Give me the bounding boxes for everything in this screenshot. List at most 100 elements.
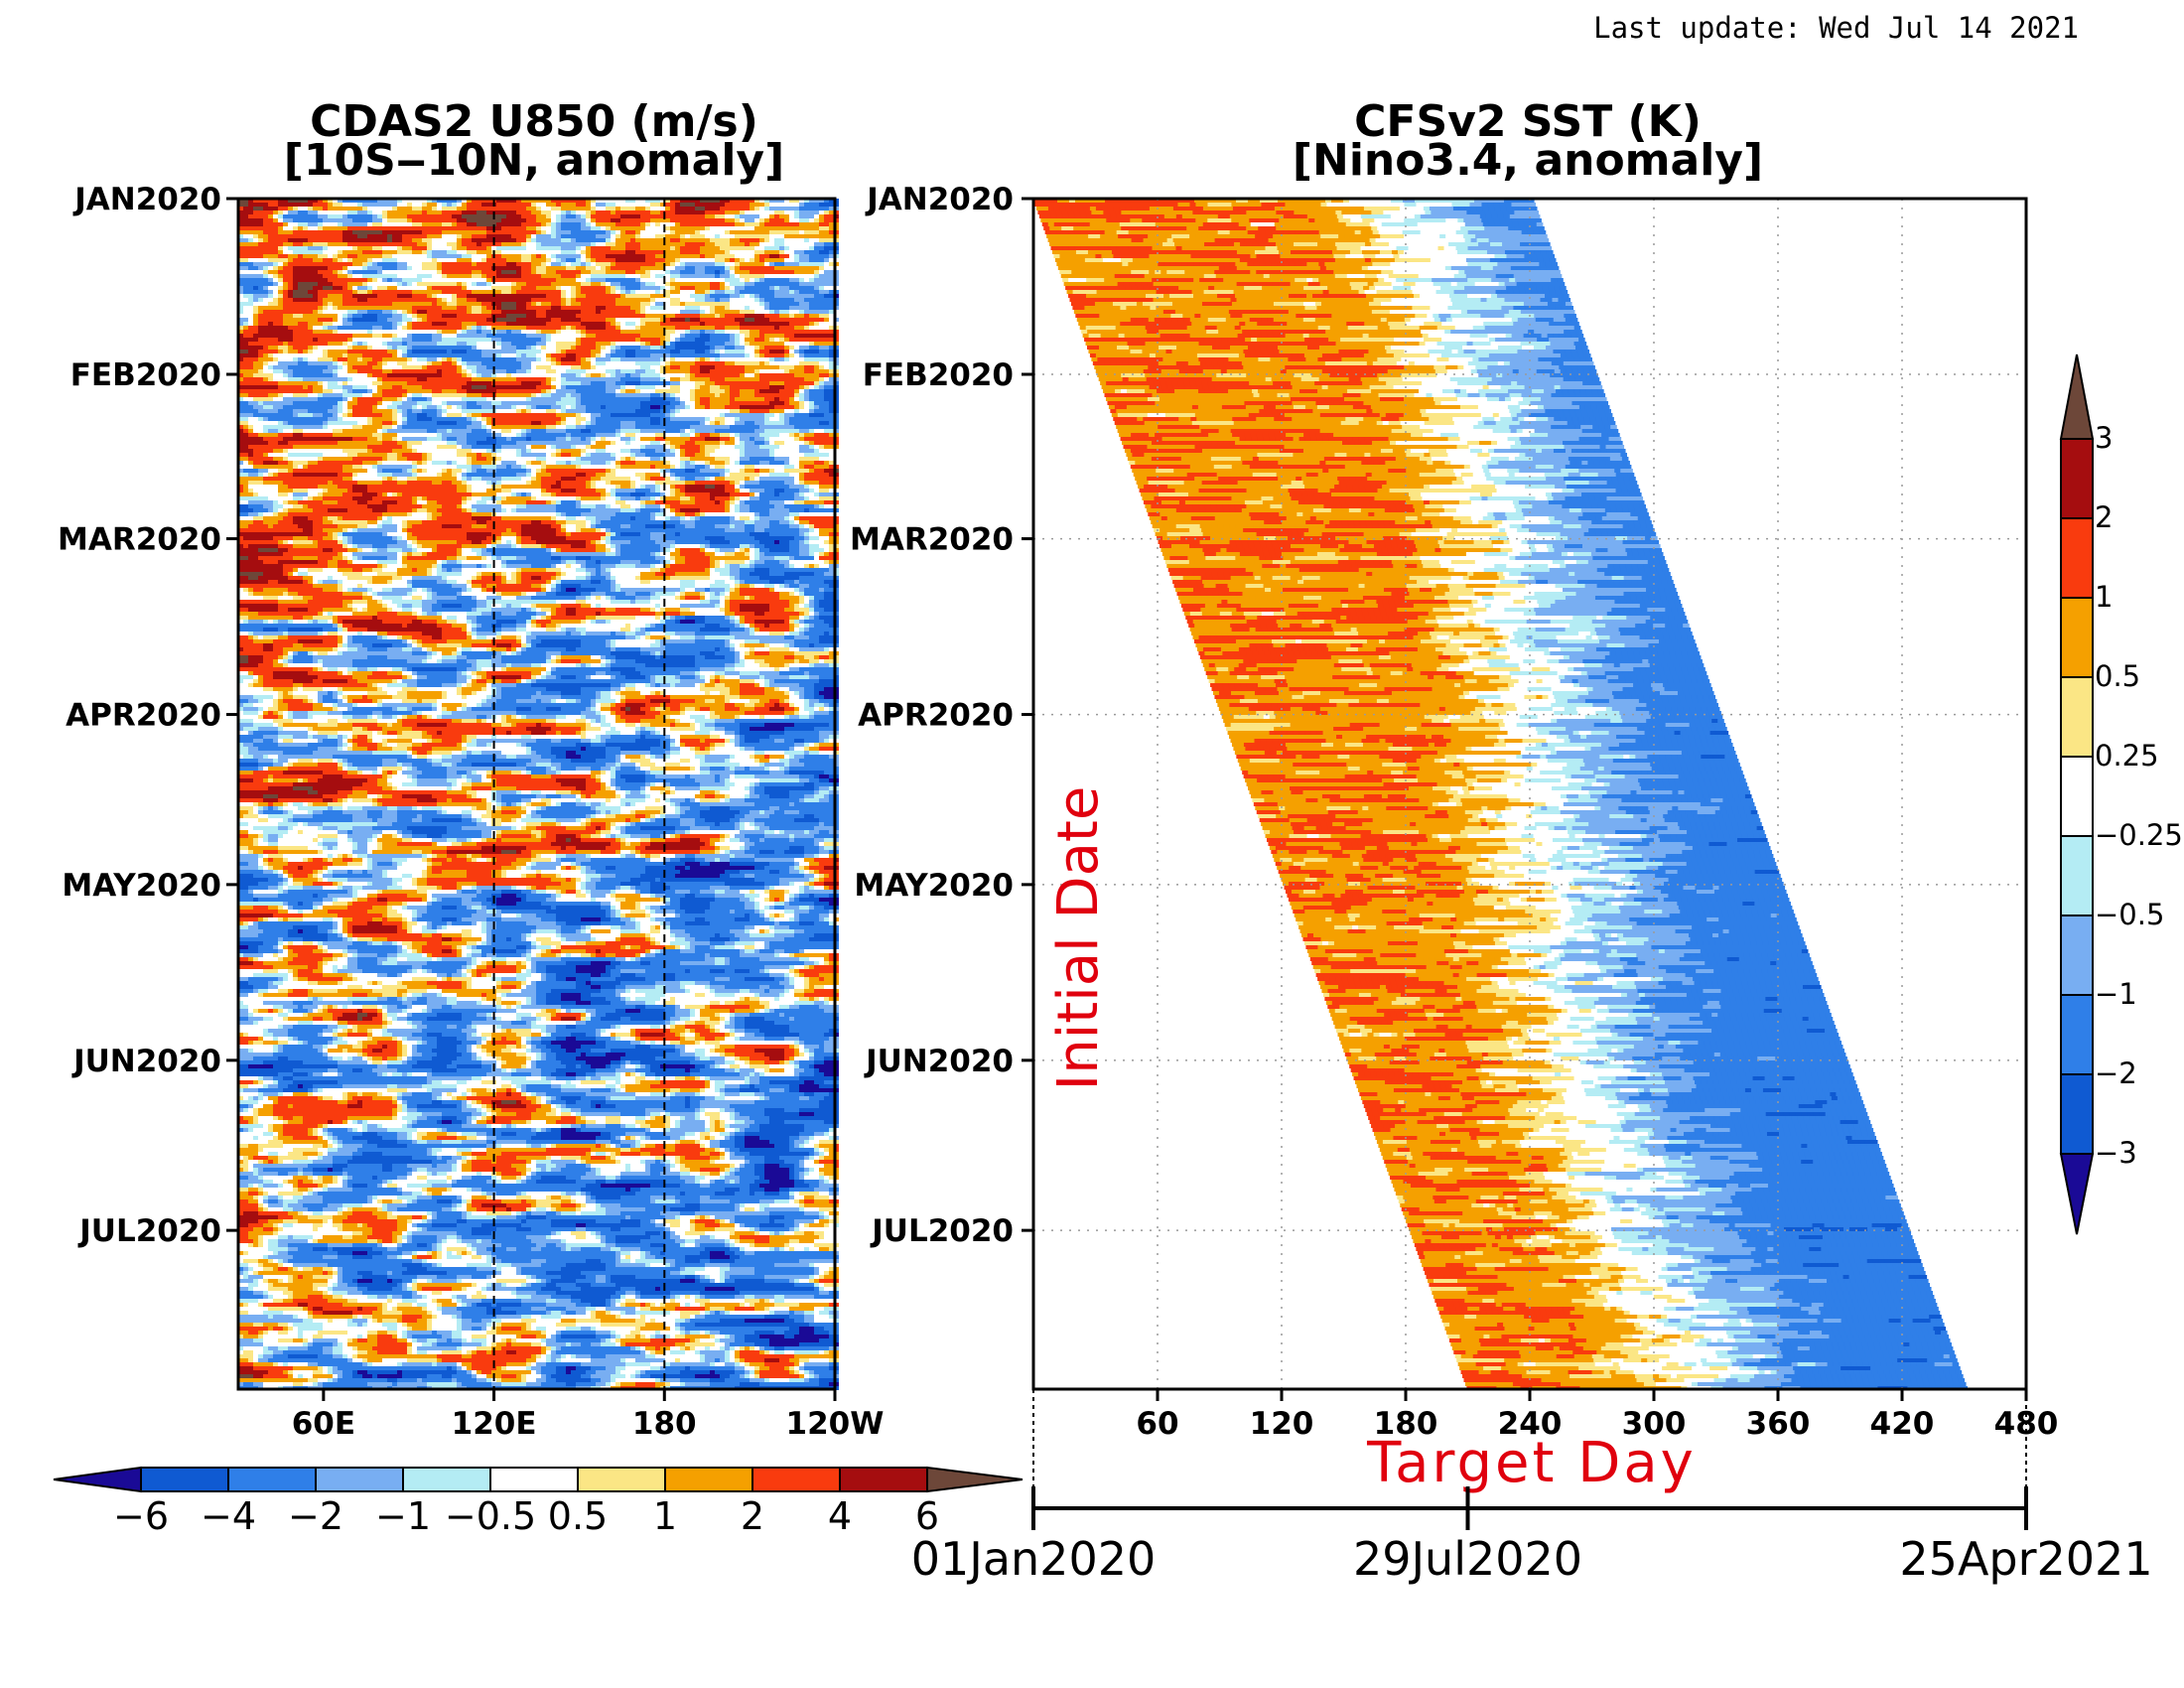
u850-cell <box>789 218 794 222</box>
u850-cell <box>750 238 754 242</box>
u850-cell <box>745 207 750 211</box>
u850-cell <box>556 214 561 218</box>
u850-cell <box>407 214 412 218</box>
u850-cell <box>680 250 685 254</box>
u850-cell <box>799 214 804 218</box>
u850-cell <box>268 250 273 254</box>
u850-cell <box>809 222 814 226</box>
u850-cell <box>288 218 293 222</box>
u850-cell <box>506 242 511 246</box>
u850-cell <box>313 246 318 250</box>
u850-cell <box>789 211 794 214</box>
u850-cell <box>298 207 303 211</box>
u850-cell <box>462 246 467 250</box>
u850-cell <box>546 246 551 250</box>
u850-cell <box>561 234 566 238</box>
u850-cell <box>278 246 283 250</box>
u850-cell <box>789 214 794 218</box>
u850-cell <box>293 238 298 242</box>
u850-cell <box>730 234 735 238</box>
u850-cell <box>283 234 288 238</box>
u850-cell <box>352 238 357 242</box>
u850-cell <box>511 242 516 246</box>
u850-cell <box>700 242 705 246</box>
u850-cell <box>551 226 556 230</box>
u850-cell <box>372 207 377 211</box>
u850-cell <box>819 238 824 242</box>
u850-cell <box>804 207 809 211</box>
u850-cell <box>769 214 774 218</box>
u850-cell <box>467 230 472 234</box>
u850-cell <box>382 238 387 242</box>
u850-cell <box>342 211 347 214</box>
u850-cell <box>635 242 640 246</box>
u850-cell <box>367 254 372 258</box>
u850-cell <box>377 238 382 242</box>
u850-cell <box>342 207 347 211</box>
u850-cell <box>357 254 362 258</box>
u850-cell <box>625 238 630 242</box>
u850-cell <box>248 238 253 242</box>
u850-cell <box>472 242 477 246</box>
u850-cell <box>556 250 561 254</box>
u850-cell <box>630 250 635 254</box>
u850-cell <box>685 250 690 254</box>
u850-cell <box>243 238 248 242</box>
u850-cell <box>740 246 745 250</box>
u850-cell <box>546 238 551 242</box>
u850-cell <box>630 218 635 222</box>
u850-cell <box>268 214 273 218</box>
u850-cell <box>516 246 521 250</box>
u850-cell <box>655 238 660 242</box>
u850-cell <box>601 246 606 250</box>
u850-cell <box>447 218 452 222</box>
u850-cell <box>824 222 829 226</box>
u850-cell <box>248 254 253 258</box>
u850-cell <box>685 238 690 242</box>
u850-cell <box>750 207 754 211</box>
u850-cell <box>303 246 308 250</box>
u850-cell <box>774 222 779 226</box>
u850-cell <box>650 238 655 242</box>
u850-cell <box>392 242 397 246</box>
u850-cell <box>700 234 705 238</box>
u850-cell <box>298 218 303 222</box>
u850-cell <box>477 211 481 214</box>
u850-cell <box>829 246 834 250</box>
u850-cell <box>417 214 422 218</box>
u850-cell <box>263 218 268 222</box>
u850-cell <box>561 226 566 230</box>
u850-cell <box>700 230 705 234</box>
u850-cell <box>720 234 725 238</box>
u850-cell <box>586 230 591 234</box>
u850-cell <box>357 222 362 226</box>
u850-cell <box>372 234 377 238</box>
u850-cell <box>824 203 829 207</box>
u850-cell <box>472 246 477 250</box>
u850-cell <box>740 222 745 226</box>
u850-cell <box>333 207 338 211</box>
u850-cell <box>338 238 342 242</box>
u850-cell <box>491 207 496 211</box>
u850-cell <box>640 234 645 238</box>
u850-cell <box>819 211 824 214</box>
u850-cell <box>650 222 655 226</box>
u850-cell <box>323 203 328 207</box>
u850-cell <box>452 242 457 246</box>
u850-cell <box>774 238 779 242</box>
u850-cell <box>740 218 745 222</box>
u850-cell <box>273 250 278 254</box>
u850-cell <box>318 203 323 207</box>
u850-cell <box>372 226 377 230</box>
u850-cell <box>685 214 690 218</box>
u850-cell <box>407 226 412 230</box>
u850-cell <box>680 203 685 207</box>
u850-cell <box>531 226 536 230</box>
u850-cell <box>501 250 506 254</box>
u850-cell <box>437 218 442 222</box>
u850-cell <box>735 226 740 230</box>
u850-cell <box>581 214 586 218</box>
u850-cell <box>665 207 670 211</box>
u850-cell <box>759 234 764 238</box>
u850-cell <box>620 207 625 211</box>
